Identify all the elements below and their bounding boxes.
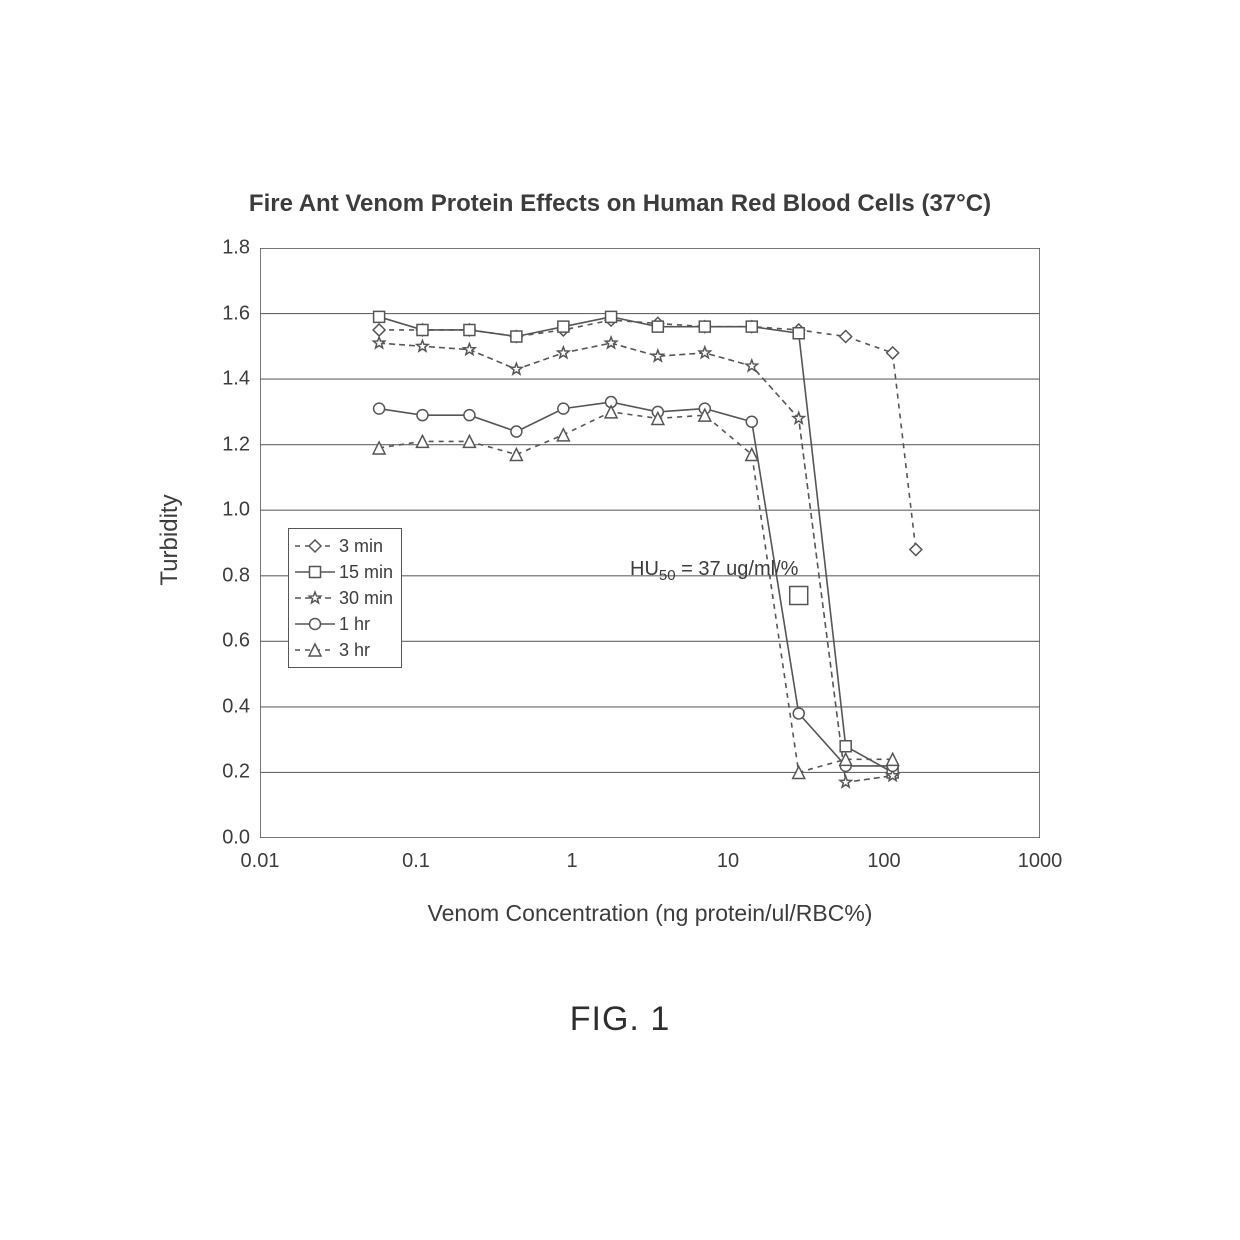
y-tick: 0.0 (200, 827, 250, 850)
y-tick: 0.8 (200, 564, 250, 587)
y-tick: 0.2 (200, 761, 250, 784)
x-tick: 1 (566, 850, 577, 873)
y-tick: 1.4 (200, 368, 250, 391)
legend-item: 15 min (295, 559, 393, 585)
legend-label: 3 min (339, 536, 383, 557)
legend-label: 30 min (339, 588, 393, 609)
x-tick: 10 (717, 850, 739, 873)
y-tick: 0.4 (200, 695, 250, 718)
y-tick: 1.0 (200, 499, 250, 522)
y-tick: 0.6 (200, 630, 250, 653)
y-tick: 1.6 (200, 302, 250, 325)
figure-caption: FIG. 1 (0, 1000, 1240, 1039)
x-tick: 0.01 (241, 850, 280, 873)
chart-title: Fire Ant Venom Protein Effects on Human … (0, 190, 1240, 218)
hu50-annotation: HU50 = 37 ug/ml/% (630, 558, 798, 584)
x-axis-label: Venom Concentration (ng protein/ul/RBC%) (428, 900, 873, 927)
x-tick: 0.1 (402, 850, 430, 873)
legend-item: 30 min (295, 585, 393, 611)
x-tick: 1000 (1018, 850, 1063, 873)
y-axis-label: Turbidity (156, 494, 184, 585)
y-tick: 1.8 (200, 237, 250, 260)
legend-item: 1 hr (295, 611, 393, 637)
page: Fire Ant Venom Protein Effects on Human … (0, 0, 1240, 1240)
x-tick: 100 (867, 850, 900, 873)
chart-area: 3 min 15 min 30 min 1 hr 3 hr HU50 = 37 ug/m… (260, 248, 1040, 838)
legend-label: 1 hr (339, 614, 370, 635)
legend-label: 15 min (339, 562, 393, 583)
legend-label: 3 hr (339, 640, 370, 661)
legend-item: 3 min (295, 533, 393, 559)
legend: 3 min 15 min 30 min 1 hr 3 hr (288, 528, 402, 668)
legend-item: 3 hr (295, 637, 393, 663)
y-tick: 1.2 (200, 433, 250, 456)
